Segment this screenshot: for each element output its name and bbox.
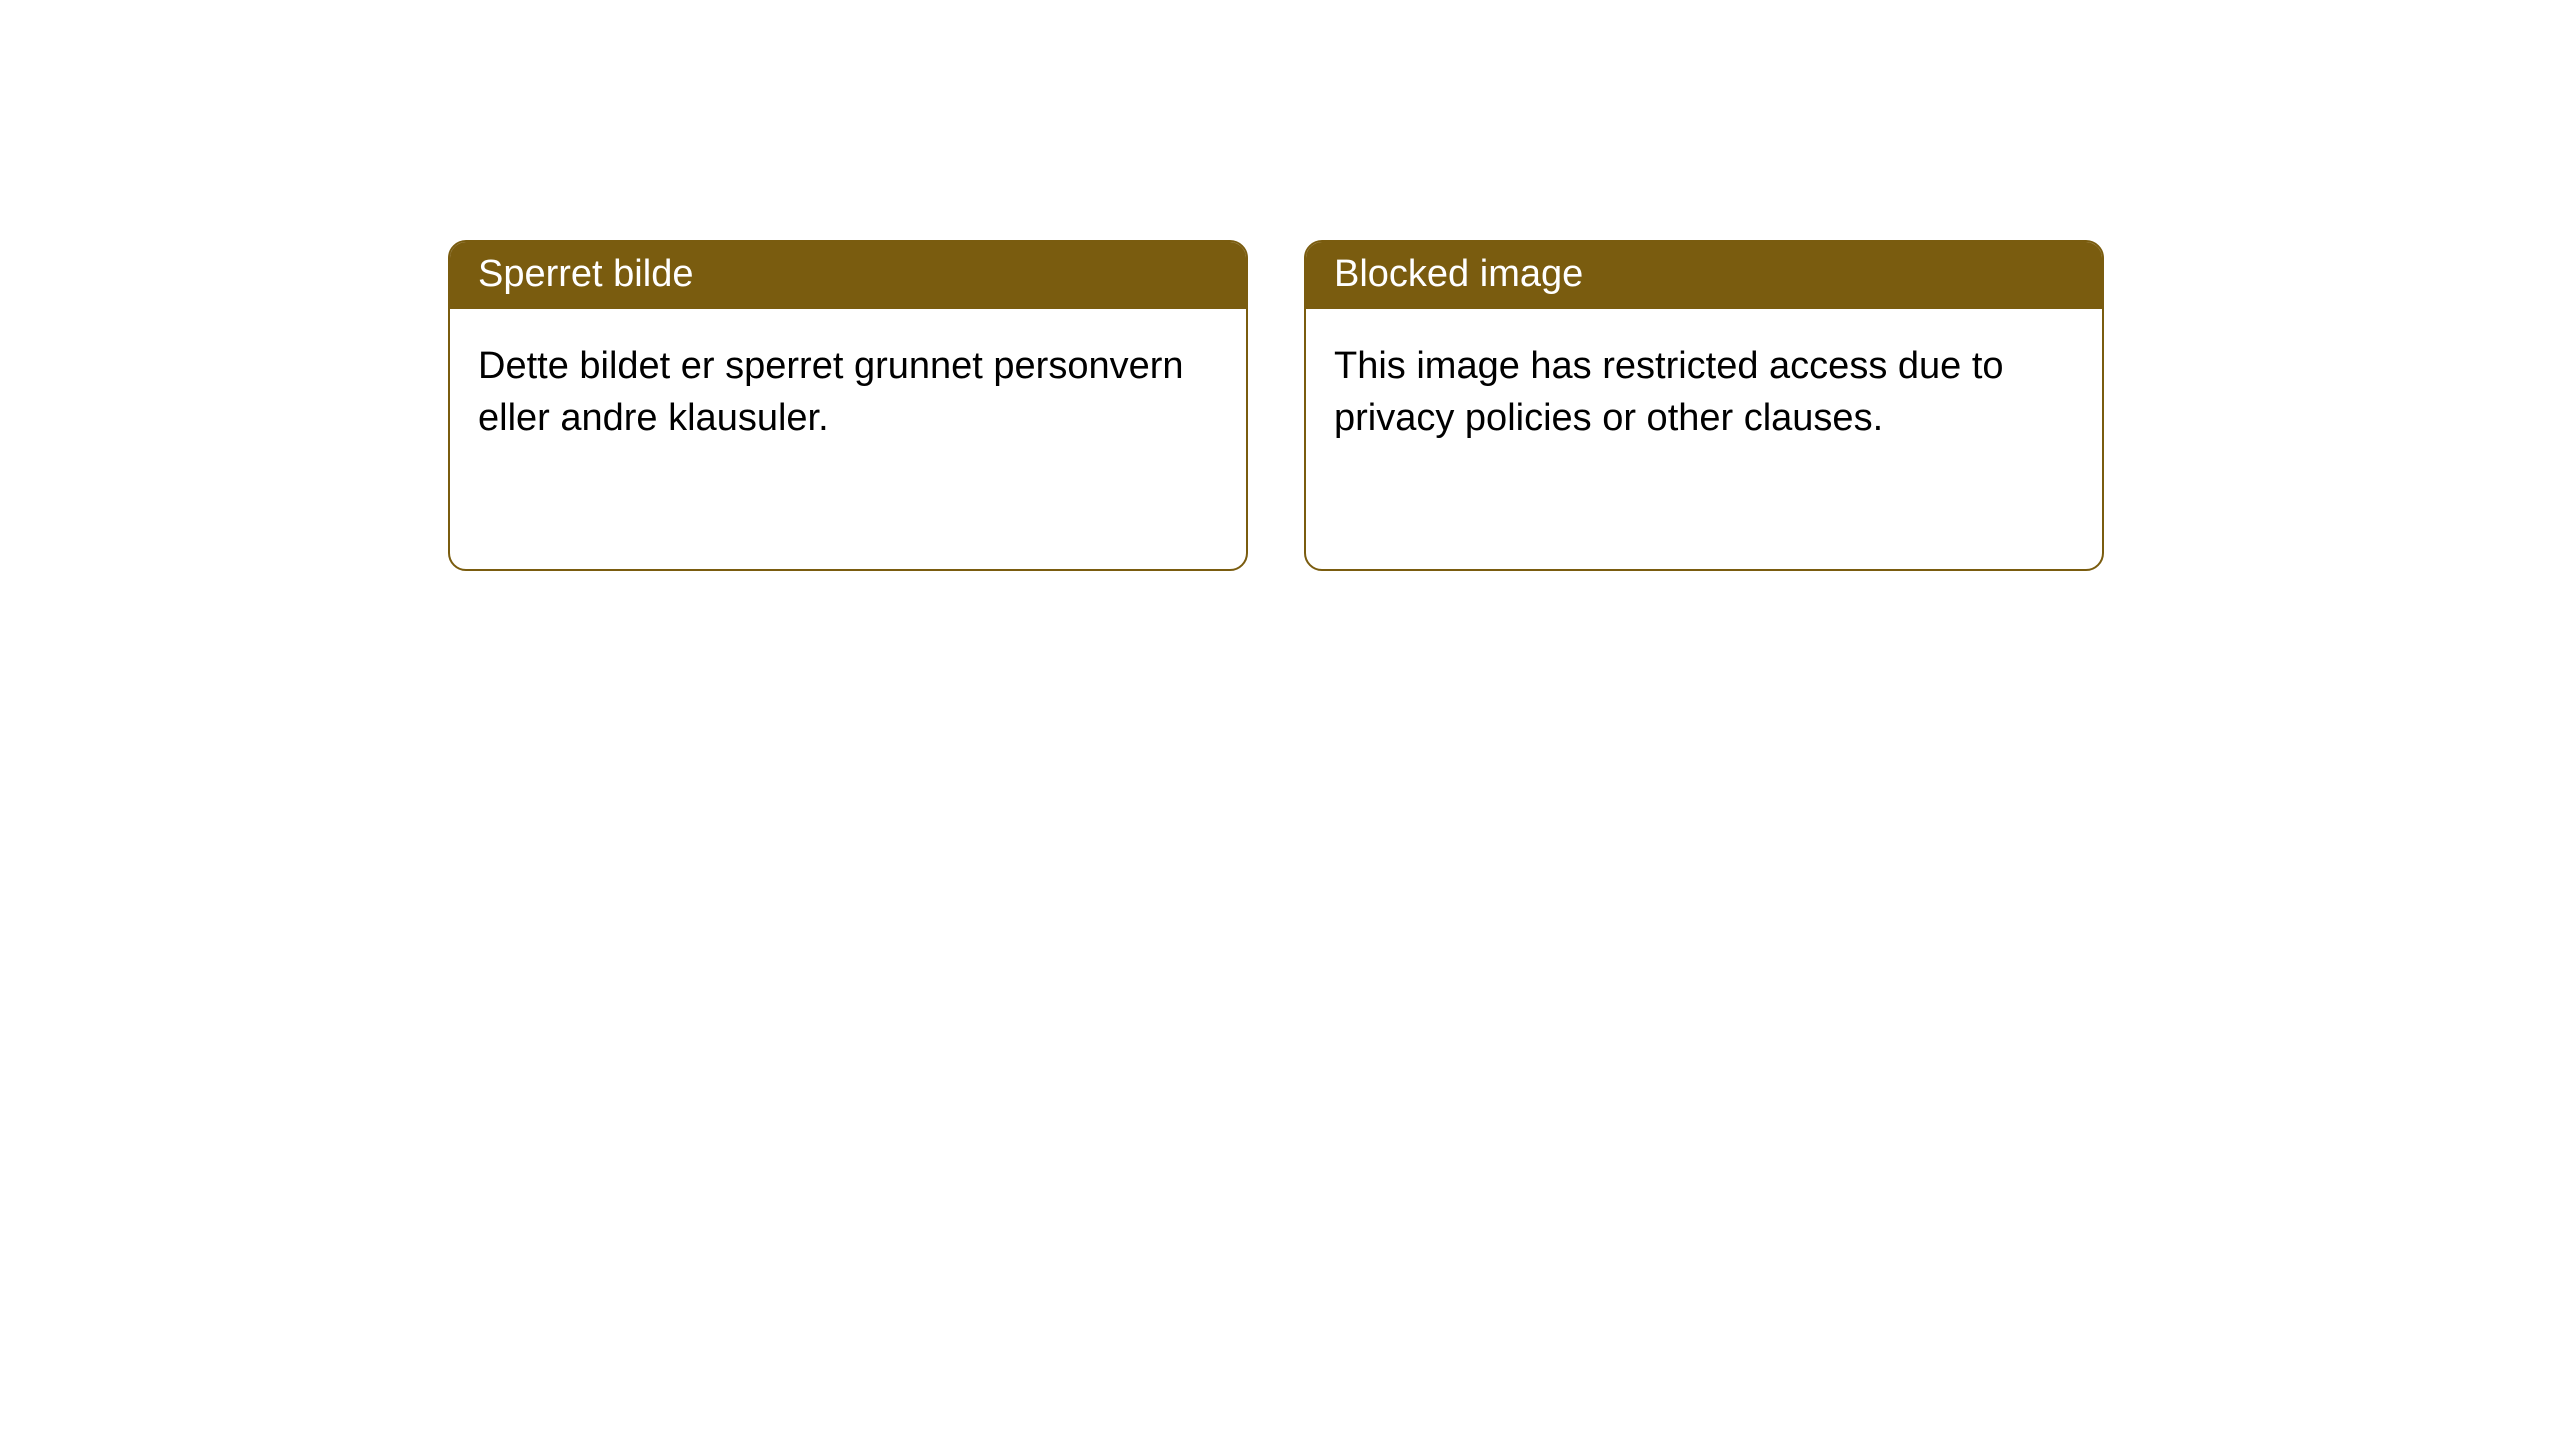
notice-card-norwegian: Sperret bilde Dette bildet er sperret gr…	[448, 240, 1248, 571]
notice-container: Sperret bilde Dette bildet er sperret gr…	[0, 0, 2560, 571]
notice-title-english: Blocked image	[1306, 242, 2102, 309]
notice-body-norwegian: Dette bildet er sperret grunnet personve…	[450, 309, 1246, 569]
notice-body-english: This image has restricted access due to …	[1306, 309, 2102, 569]
notice-card-english: Blocked image This image has restricted …	[1304, 240, 2104, 571]
notice-title-norwegian: Sperret bilde	[450, 242, 1246, 309]
